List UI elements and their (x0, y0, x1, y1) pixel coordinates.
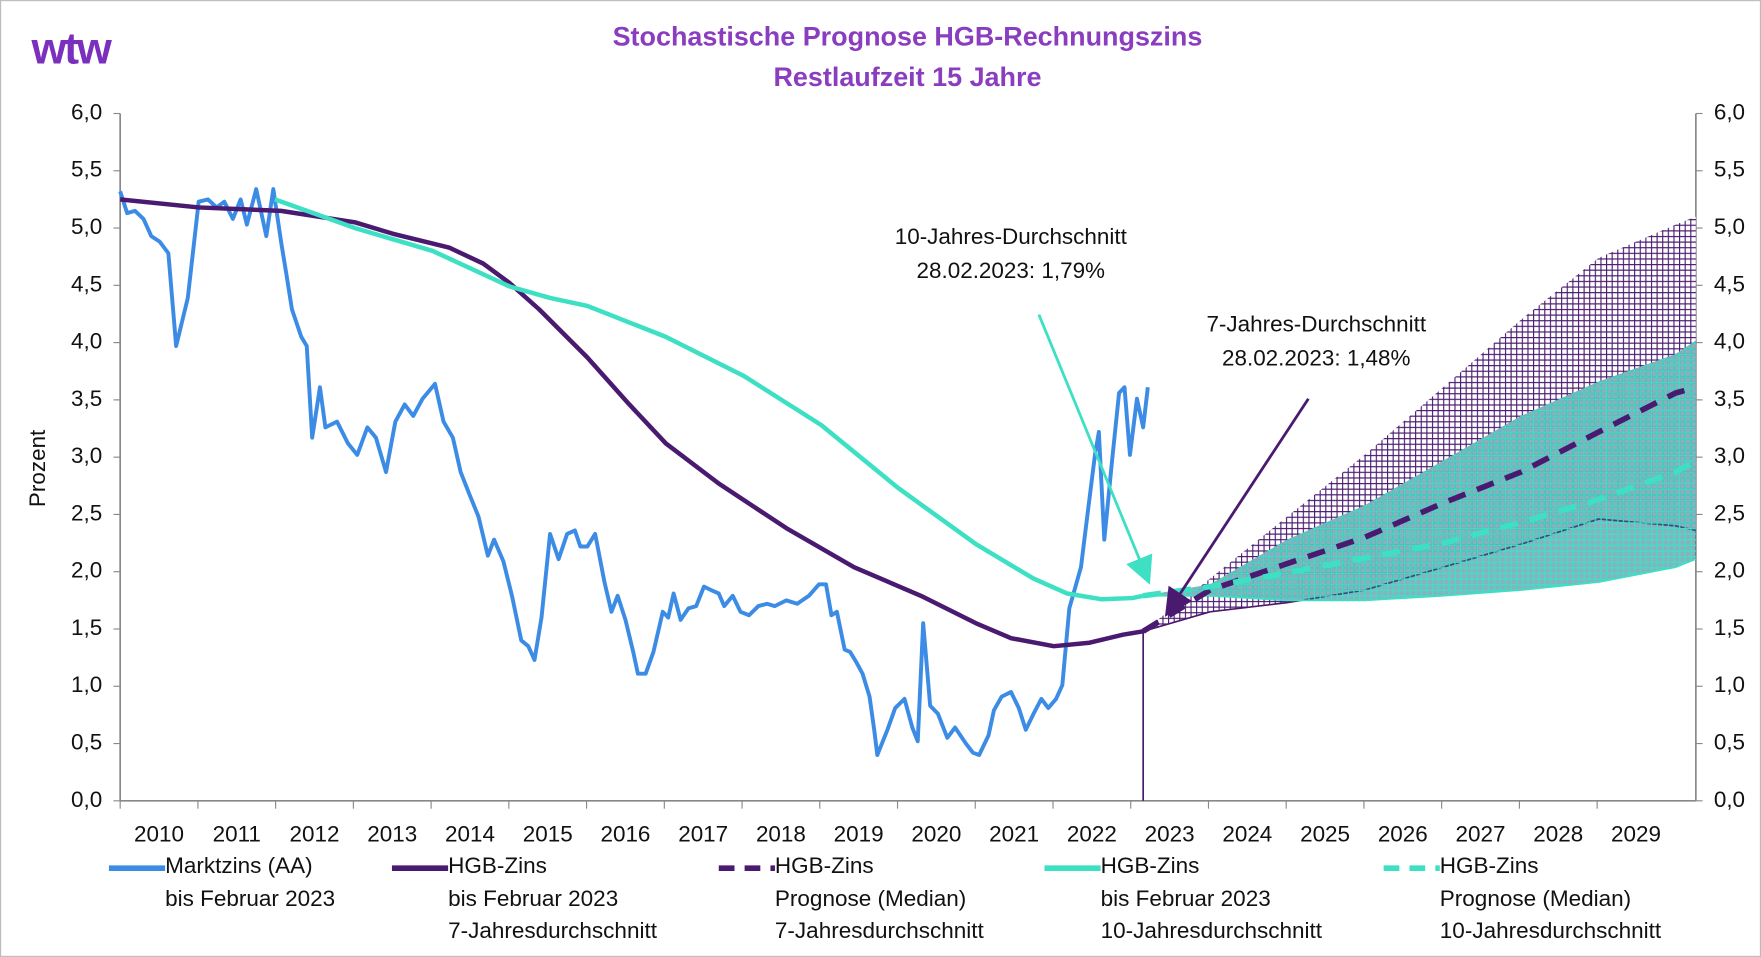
x-tick-label: 2026 (1378, 822, 1428, 847)
plot-area: 0,0 0,5 1,0 1,5 2,0 2,5 3,0 3,5 4,0 4,5 5,0 5,5 6,0 0… (71, 99, 1745, 846)
y-tick-label: 2,0 (71, 558, 102, 583)
y2-tick-label: 0,0 (1714, 787, 1745, 812)
forecast-band (1143, 340, 1696, 601)
y-tick-label: 0,5 (71, 729, 102, 754)
series-line (119, 197, 1144, 649)
annotation-arrow (1164, 397, 1310, 617)
x-tick-label: 2011 (213, 822, 261, 847)
logo: wtw (30, 23, 112, 74)
y-tick-label: 5,5 (71, 157, 102, 182)
x-tick-label: 2022 (1067, 822, 1117, 847)
annotation: 28.02.2023: 1,79% (917, 258, 1106, 283)
legend-label: HGB-Zins bis Februar 2023 7-Jahresdurchs… (448, 853, 657, 944)
x-tick-label: 2018 (756, 822, 806, 847)
x-tick-label: 2029 (1611, 822, 1661, 847)
y-tick-label: 1,5 (71, 615, 102, 640)
y-tick-label: 3,0 (71, 443, 102, 468)
series-line (274, 197, 1144, 602)
y-tick-label: 2,5 (71, 500, 102, 525)
x-tick-label: 2012 (290, 822, 340, 847)
y2-tick-label: 2,0 (1714, 558, 1745, 583)
legend-label: Marktzins (AA) bis Februar 2023 (165, 853, 336, 911)
y-axis-label: Prozent (25, 429, 50, 507)
chart-title: Stochastische Prognose HGB-Rechnungszins (613, 21, 1203, 51)
y-tick-label: 1,0 (71, 672, 102, 697)
series-line (1142, 458, 1698, 599)
x-tick-label: 2016 (600, 822, 650, 847)
annotation: 7-Jahres-Durchschnitt (1206, 312, 1426, 337)
x-tick-label: 2023 (1145, 822, 1195, 847)
y-tick-label: 6,0 (71, 99, 102, 124)
legend-label: HGB-Zins Prognose (Median) 7-Jahresdurch… (774, 853, 984, 944)
x-tick-label: 2014 (445, 822, 495, 847)
annotation: 10-Jahres-Durchschnitt (895, 224, 1128, 249)
y2-tick-label: 2,5 (1714, 500, 1745, 525)
y-tick-label: 3,5 (71, 386, 102, 411)
series-line (118, 187, 1150, 757)
legend-label: HGB-Zins bis Februar 2023 10-Jahresdurch… (1100, 853, 1322, 944)
y2-tick-label: 5,0 (1714, 214, 1745, 239)
y-tick-label: 5,0 (71, 214, 102, 239)
y2-tick-label: 4,5 (1714, 271, 1745, 296)
y2-tick-label: 0,5 (1714, 729, 1745, 754)
y-tick-label: 0,0 (71, 787, 102, 812)
y2-tick-label: 1,0 (1714, 672, 1745, 697)
x-tick-label: 2017 (678, 822, 728, 847)
annotation-arrow (1037, 313, 1153, 585)
annotation: 28.02.2023: 1,48% (1222, 345, 1411, 370)
y2-tick-label: 6,0 (1714, 99, 1745, 124)
x-tick-label: 2024 (1222, 822, 1272, 847)
x-tick-label: 2013 (367, 822, 417, 847)
x-tick-label: 2010 (134, 822, 184, 847)
band-lower-edge (1143, 558, 1697, 602)
x-tick-label: 2020 (911, 822, 961, 847)
x-tick-label: 2027 (1456, 822, 1506, 847)
chart-subtitle: Restlaufzeit 15 Jahre (773, 62, 1041, 92)
y-tick-label: 4,0 (71, 329, 102, 354)
x-tick-label: 2028 (1533, 822, 1583, 847)
legend-label: HGB-Zins Prognose (Median) 10-Jahresdurc… (1439, 853, 1662, 944)
y2-tick-label: 3,5 (1714, 386, 1745, 411)
y2-tick-label: 5,5 (1714, 157, 1745, 182)
x-tick-label: 2021 (989, 822, 1039, 847)
y2-tick-label: 1,5 (1714, 615, 1745, 640)
x-tick-label: 2015 (523, 822, 573, 847)
x-tick-label: 2025 (1300, 822, 1350, 847)
x-tick-label: 2019 (834, 822, 884, 847)
y2-tick-label: 4,0 (1714, 329, 1745, 354)
y2-tick-label: 3,0 (1714, 443, 1745, 468)
y-tick-label: 4,5 (71, 271, 102, 296)
